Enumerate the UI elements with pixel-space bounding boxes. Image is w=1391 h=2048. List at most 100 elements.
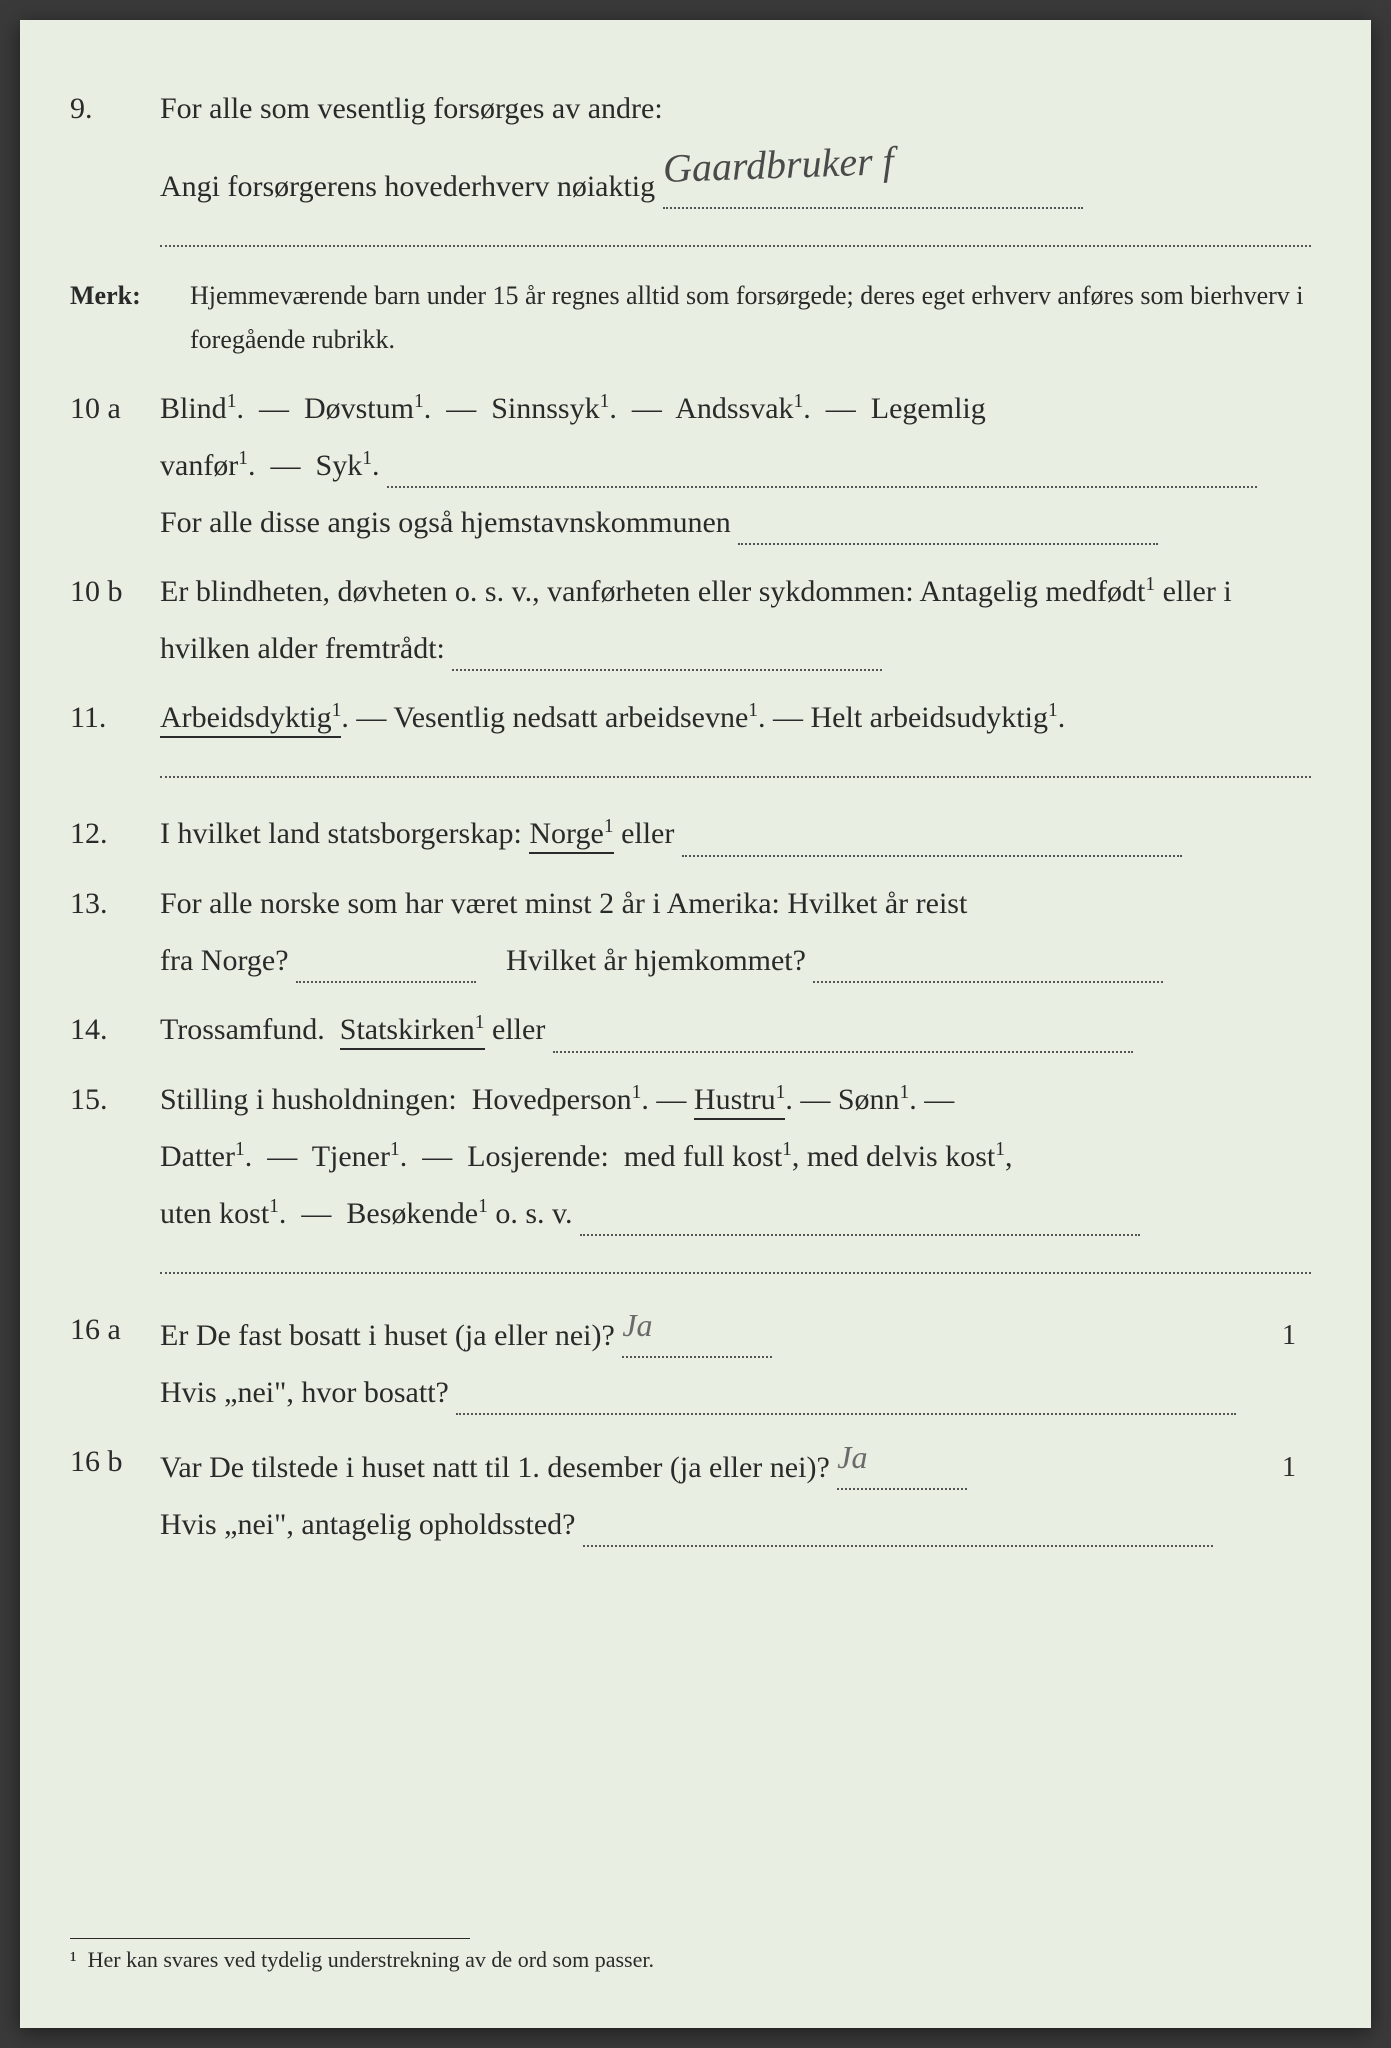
q10b-fill: [452, 669, 882, 671]
q13-line2b: Hvilket år hjemkommet?: [506, 944, 806, 977]
question-13: 13. For alle norske som har været minst …: [70, 875, 1311, 989]
footnote-marker: ¹: [70, 1947, 77, 1972]
q12-content: I hvilket land statsborgerskap: Norge1 e…: [160, 805, 1311, 863]
q16b-fill1: Ja: [837, 1427, 967, 1490]
q10b-content: Er blindheten, døvheten o. s. v., vanfør…: [160, 563, 1311, 677]
q10a-line2-text: For alle disse angis også hjemstavnskomm…: [160, 506, 731, 539]
q10a-legemlig: Legemlig: [871, 392, 986, 425]
q11-bottom-line: [160, 776, 1311, 778]
q11-number: 11.: [70, 689, 160, 793]
question-14: 14. Trossamfund. Statskirken1 eller: [70, 1001, 1311, 1059]
question-10b: 10 b Er blindheten, døvheten o. s. v., v…: [70, 563, 1311, 677]
merk-text: Hjemmeværende barn under 15 år regnes al…: [190, 274, 1311, 362]
q15-fullkost: med full kost1,: [624, 1140, 800, 1173]
q13-fill2: [813, 981, 1163, 983]
q15-fill: [580, 1234, 1140, 1236]
merk-label: Merk:: [70, 274, 190, 362]
q15-delviskost: med delvis kost1,: [807, 1140, 1013, 1173]
q15-bottom-line: [160, 1272, 1311, 1274]
q15-line1: Stilling i husholdningen: Hovedperson1. …: [160, 1071, 1311, 1128]
q10a-number: 10 a: [70, 380, 160, 551]
q14-fill: [553, 1051, 1133, 1053]
q15-utenkost: uten kost1.: [160, 1197, 286, 1230]
q11-nedsatt: Vesentlig nedsatt arbeidsevne1.: [393, 701, 765, 734]
q16b-handwritten: Ja: [837, 1427, 867, 1488]
q10a-content: Blind1. — Døvstum1. — Sinnssyk1. — Andss…: [160, 380, 1311, 551]
footnote-divider: [70, 1938, 470, 1939]
merk-note: Merk: Hjemmeværende barn under 15 år reg…: [70, 274, 1311, 362]
q10a-line1: Blind1. — Døvstum1. — Sinnssyk1. — Andss…: [160, 380, 1311, 437]
q16a-text: Er De fast bosatt i huset (ja eller nei)…: [160, 1319, 615, 1352]
q10a-dovstum: Døvstum1.: [304, 392, 431, 425]
q14-prefix: Trossamfund.: [160, 1013, 325, 1046]
q9-line2-prefix: Angi forsørgerens hovederhverv nøiaktig: [160, 170, 655, 203]
q16b-number: 16 b: [70, 1433, 160, 1553]
form-page: 9. For alle som vesentlig forsørges av a…: [20, 20, 1371, 2028]
footnote: ¹ Her kan svares ved tydelig understrekn…: [70, 1938, 654, 1973]
q15-number: 15.: [70, 1071, 160, 1289]
q13-number: 13.: [70, 875, 160, 989]
q12-norge: Norge1: [529, 817, 613, 854]
q16a-number: 16 a: [70, 1301, 160, 1421]
q13-line1: For alle norske som har været minst 2 år…: [160, 875, 1311, 932]
q14-number: 14.: [70, 1001, 160, 1059]
question-11: 11. Arbeidsdyktig1. — Vesentlig nedsatt …: [70, 689, 1311, 793]
q16b-line2: Hvis „nei", antagelig opholdssted?: [160, 1496, 1311, 1553]
q15-osv: o. s. v.: [495, 1197, 572, 1230]
q9-fill-line: Gaardbruker f: [663, 131, 1083, 209]
q16b-fill2: [583, 1545, 1213, 1547]
q16b-line2-text: Hvis „nei", antagelig opholdssted?: [160, 1508, 576, 1541]
q12-fill: [682, 855, 1182, 857]
q10b-number: 10 b: [70, 563, 160, 677]
q10a-fill2: [738, 543, 1158, 545]
q11-content: Arbeidsdyktig1. — Vesentlig nedsatt arbe…: [160, 689, 1311, 793]
q12-number: 12.: [70, 805, 160, 863]
q13-line2: fra Norge? Hvilket år hjemkommet?: [160, 932, 1311, 989]
q15-datter: Datter1.: [160, 1140, 252, 1173]
question-15: 15. Stilling i husholdningen: Hovedperso…: [70, 1071, 1311, 1289]
q15-sonn: Sønn1.: [838, 1083, 917, 1116]
q16a-line1: Er De fast bosatt i huset (ja eller nei)…: [160, 1301, 1311, 1364]
q16b-content: Var De tilstede i huset natt til 1. dese…: [160, 1433, 1311, 1553]
question-16b: 16 b Var De tilstede i huset natt til 1.…: [70, 1433, 1311, 1553]
q16b-text: Var De tilstede i huset natt til 1. dese…: [160, 1451, 830, 1484]
q15-losjerende: Losjerende:: [467, 1140, 609, 1173]
q9-bottom-line: [160, 245, 1311, 247]
q9-number: 9.: [70, 80, 160, 262]
q15-content: Stilling i husholdningen: Hovedperson1. …: [160, 1071, 1311, 1289]
footnote-text: Her kan svares ved tydelig understreknin…: [88, 1947, 654, 1972]
q15-prefix: Stilling i husholdningen:: [160, 1083, 457, 1116]
q9-content: For alle som vesentlig forsørges av andr…: [160, 80, 1311, 262]
q10a-vanfor: vanfør1.: [160, 449, 256, 482]
q14-statskirken: Statskirken1: [340, 1013, 485, 1050]
q10a-line1b: vanfør1. — Syk1.: [160, 437, 1311, 494]
question-9: 9. For alle som vesentlig forsørges av a…: [70, 80, 1311, 262]
q16a-fill1: Ja: [622, 1295, 772, 1358]
q16a-fill2: [456, 1413, 1236, 1415]
q13-line2a: fra Norge?: [160, 944, 289, 977]
q14-content: Trossamfund. Statskirken1 eller: [160, 1001, 1311, 1059]
q16a-edge-num: 1: [1282, 1309, 1296, 1362]
question-16a: 16 a Er De fast bosatt i huset (ja eller…: [70, 1301, 1311, 1421]
q10a-sinnssyk: Sinnssyk1.: [491, 392, 617, 425]
q11-helt: Helt arbeidsudyktig1.: [811, 701, 1066, 734]
q16a-line2: Hvis „nei", hvor bosatt?: [160, 1364, 1311, 1421]
q15-tjener: Tjener1.: [312, 1140, 408, 1173]
q13-content: For alle norske som har været minst 2 år…: [160, 875, 1311, 989]
q11-arbeidsdyktig: Arbeidsdyktig1: [160, 701, 341, 738]
q15-hovedperson: Hovedperson1.: [472, 1083, 649, 1116]
q16a-content: Er De fast bosatt i huset (ja eller nei)…: [160, 1301, 1311, 1421]
q9-line2: Angi forsørgerens hovederhverv nøiaktig …: [160, 137, 1311, 215]
q12-prefix: I hvilket land statsborgerskap:: [160, 817, 522, 850]
q10a-syk: Syk1.: [316, 449, 380, 482]
q15-line2: Datter1. — Tjener1. — Losjerende: med fu…: [160, 1128, 1311, 1185]
q16b-edge-num: 1: [1282, 1441, 1296, 1494]
question-12: 12. I hvilket land statsborgerskap: Norg…: [70, 805, 1311, 863]
question-10a: 10 a Blind1. — Døvstum1. — Sinnssyk1. — …: [70, 380, 1311, 551]
q10b-text: Er blindheten, døvheten o. s. v., vanfør…: [160, 575, 1232, 665]
q15-besokende: Besøkende1: [346, 1197, 487, 1230]
q9-handwritten: Gaardbruker f: [661, 123, 894, 207]
q10a-line2: For alle disse angis også hjemstavnskomm…: [160, 494, 1311, 551]
q12-suffix: eller: [621, 817, 674, 850]
q16a-line2-text: Hvis „nei", hvor bosatt?: [160, 1376, 449, 1409]
